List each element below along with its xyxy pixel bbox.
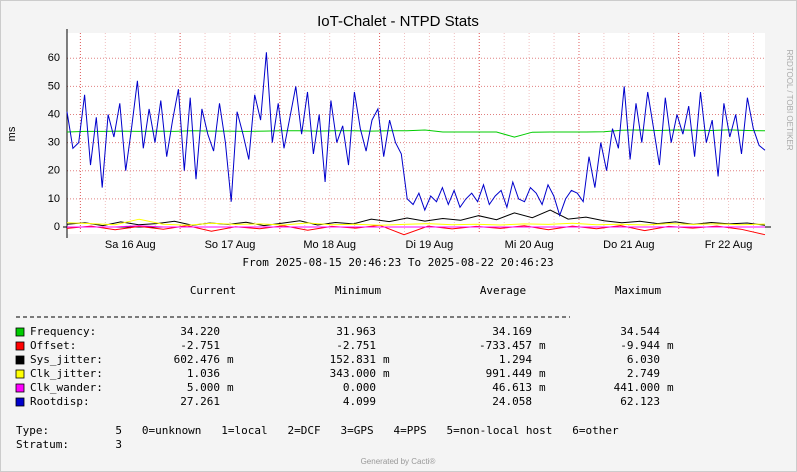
x-tick-label: Sa 16 Aug [105,239,156,251]
series-line [66,52,766,217]
stat-value: -2.751 [180,339,220,352]
series-line [66,218,766,226]
x-tick-label: Fr 22 Aug [705,239,753,251]
legend-label: Frequency: [30,325,96,338]
legend-swatch [15,397,25,407]
y-tick-label: 30 [48,137,60,149]
stat-value: 34.169 [492,325,532,338]
stat-value: 0.000 [343,381,376,394]
y-tick-label: 50 [48,80,60,92]
legend-label: Sys_jitter: [30,353,103,366]
stat-unit: m [383,367,390,380]
y-axis-label: ms [6,126,18,141]
series-line [66,129,766,138]
legend-swatch [15,383,25,393]
stat-unit: m [383,353,390,366]
stat-value: -733.457 [479,339,532,352]
stat-value: 62.123 [620,395,660,408]
y-tick-label: 40 [48,108,60,120]
column-header: Current [190,284,236,297]
stat-value: 34.544 [620,325,660,338]
x-tick-label: So 17 Aug [205,239,256,251]
type-line: Type: 5 0=unknown 1=local 2=DCF 3=GPS 4=… [16,424,619,437]
stat-value: 4.099 [343,395,376,408]
stat-unit: m [539,381,546,394]
column-header: Average [480,284,526,297]
legend-swatch [15,327,25,337]
series-line [66,209,766,227]
series-line [66,224,766,236]
stat-value: 2.749 [627,367,660,380]
stat-value: 602.476 [174,353,220,366]
stat-value: 31.963 [336,325,376,338]
stat-unit: m [539,367,546,380]
column-header: Minimum [335,284,382,297]
chart-title: IoT-Chalet - NTPD Stats [317,13,479,30]
y-tick-label: 10 [48,193,60,205]
stratum-line: Stratum: 3 [16,438,122,451]
series-line [67,225,765,228]
stat-unit: m [227,353,234,366]
stat-unit: m [667,381,674,394]
legend-swatch [15,341,25,351]
stat-value: 343.000 [330,367,376,380]
legend-label: Clk_jitter: [30,367,103,380]
stat-unit: m [539,339,546,352]
x-tick-label: Di 19 Aug [406,239,454,251]
legend-label: Rootdisp: [30,395,90,408]
x-tick-label: Mo 18 Aug [303,239,356,251]
stat-value: 152.831 [330,353,376,366]
x-tick-label: Mi 20 Aug [505,239,554,251]
x-tick-label: Do 21 Aug [603,239,654,251]
y-tick-label: 60 [48,52,60,64]
stat-unit: m [667,339,674,352]
legend-swatch [15,355,25,365]
column-header: Maximum [615,284,662,297]
stat-value: 1.036 [187,367,220,380]
stat-unit: m [227,381,234,394]
stat-value: 27.261 [180,395,220,408]
y-tick-label: 20 [48,165,60,177]
period: From 2025-08-15 20:46:23 To 2025-08-22 2… [242,256,553,269]
stat-value: 24.058 [492,395,532,408]
legend-label: Clk_wander: [30,381,103,394]
footer: Generated by Cacti® [361,457,436,466]
y-tick-label: 0 [54,221,60,233]
stat-value: -9.944 [620,339,660,352]
stat-value: 5.000 [187,381,220,394]
plot-area [67,33,765,234]
stat-value: 34.220 [180,325,220,338]
stat-value: 6.030 [627,353,660,366]
stat-value: 991.449 [486,367,532,380]
legend-swatch [15,369,25,379]
stat-value: -2.751 [336,339,376,352]
stat-value: 46.613 [492,381,532,394]
watermark: RRDTOOL / TOBI OETIKER [785,49,794,150]
stat-value: 441.000 [614,381,660,394]
legend-label: Offset: [30,339,76,352]
stat-value: 1.294 [499,353,532,366]
